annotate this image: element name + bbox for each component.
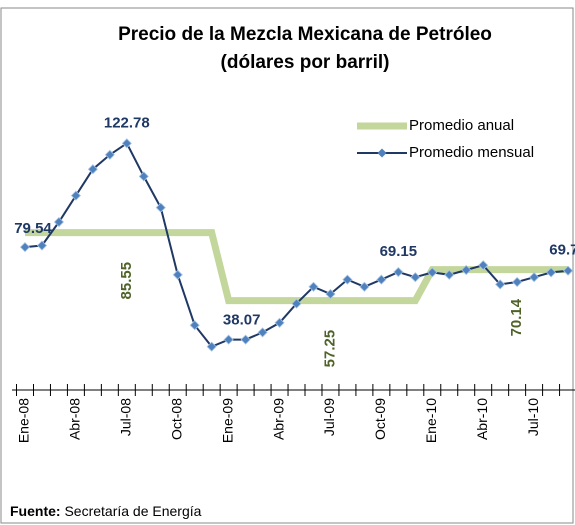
monthly-value-label: 79.54 [14, 220, 52, 237]
legend-marker [377, 148, 387, 158]
monthly-marker [274, 317, 285, 328]
monthly-marker [478, 260, 489, 271]
x-tick-label: Oct-09 [372, 398, 388, 440]
monthly-value-label: 69.15 [380, 243, 418, 260]
monthly-marker [495, 279, 506, 290]
monthly-marker [562, 265, 574, 276]
monthly-marker [342, 274, 353, 285]
monthly-marker [172, 269, 183, 280]
monthly-marker [308, 281, 319, 292]
x-tick-label: Ene-08 [16, 398, 32, 443]
chart-title: Precio de la Mezcla Mexicana de Petróleo [118, 24, 492, 45]
monthly-marker [104, 149, 115, 160]
x-tick-label: Abr-09 [270, 398, 286, 440]
monthly-marker [36, 240, 48, 251]
monthly-marker [138, 171, 149, 182]
annual-value-label: 70.14 [508, 298, 525, 336]
x-tick-label: Jul-08 [118, 398, 134, 436]
monthly-marker [376, 274, 387, 285]
monthly-marker [529, 272, 540, 283]
monthly-marker [359, 281, 370, 292]
annual-value-label: 57.25 [321, 330, 338, 368]
monthly-marker [325, 288, 336, 300]
x-tick-label: Ene-10 [423, 398, 439, 443]
x-tick-label: Ene-09 [219, 398, 235, 443]
x-tick-label: Abr-10 [474, 398, 490, 440]
monthly-marker [19, 242, 31, 253]
monthly-value-label: 38.07 [223, 312, 261, 329]
monthly-marker [155, 202, 166, 213]
legend-label: Promedio anual [409, 117, 514, 134]
x-tick-label: Abr-08 [67, 398, 83, 440]
monthly-marker [512, 276, 523, 288]
annual-value-label: 85.55 [118, 262, 135, 300]
monthly-marker [87, 164, 98, 175]
source: Fuente: Secretaría de Energía [10, 503, 202, 519]
monthly-marker [223, 334, 234, 345]
monthly-value-label: 69.70 [549, 242, 575, 259]
legend-label: Promedio mensual [409, 144, 534, 161]
x-tick-label: Jul-10 [525, 398, 541, 436]
monthly-marker [393, 266, 404, 278]
chart-frame [0, 7, 574, 524]
x-tick-label: Oct-08 [168, 398, 184, 440]
monthly-marker [291, 298, 302, 309]
monthly-marker [206, 341, 217, 352]
source-label: Fuente: [10, 503, 61, 519]
monthly-marker [240, 334, 251, 345]
chart-subtitle: (dólares por barril) [221, 52, 390, 73]
monthly-marker [121, 138, 132, 149]
monthly-marker [189, 320, 200, 331]
x-tick-label: Jul-09 [321, 398, 337, 436]
monthly-marker [461, 264, 472, 276]
monthly-marker [70, 190, 81, 201]
monthly-marker [410, 272, 421, 283]
monthly-marker [444, 269, 455, 280]
source-text: Secretaría de Energía [64, 503, 201, 519]
monthly-marker [257, 327, 268, 338]
monthly-marker [53, 216, 65, 228]
monthly-marker [427, 267, 438, 278]
monthly-value-label: 122.78 [104, 114, 150, 131]
monthly-marker [546, 267, 557, 278]
